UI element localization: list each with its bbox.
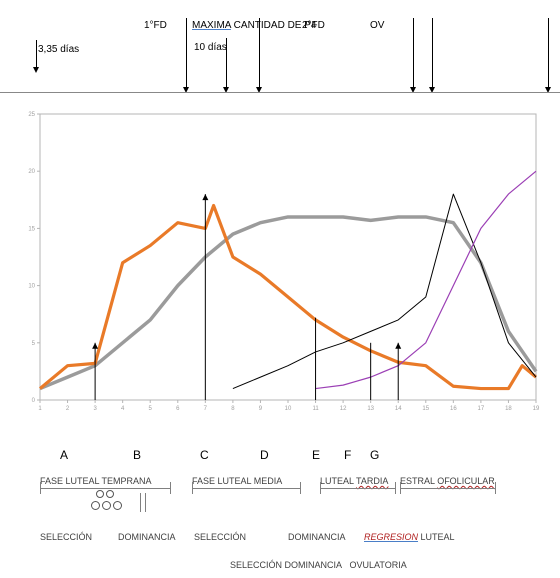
sel-dom-ovul: SELECCIÓN DOMINANCIA OVULATORIA xyxy=(230,560,407,570)
series-gray-thick xyxy=(40,217,536,389)
max-p4-label: MAXIMA CANTIDAD DE P4 xyxy=(192,20,316,31)
svg-text:19: 19 xyxy=(533,406,540,412)
svg-text:25: 25 xyxy=(28,112,35,118)
phase-underline xyxy=(40,488,170,489)
svg-text:18: 18 xyxy=(505,406,512,412)
timeline-header: 3,35 días 1°FD MAXIMA CANTIDAD DE P4 10 … xyxy=(0,0,560,88)
seleccion-1: SELECCIÓN xyxy=(40,532,92,542)
timeline-tick xyxy=(186,18,187,88)
phase-tick xyxy=(40,482,41,494)
svg-text:6: 6 xyxy=(176,406,180,412)
svg-text:2: 2 xyxy=(66,406,70,412)
divider-line xyxy=(0,92,560,93)
svg-text:10: 10 xyxy=(28,284,35,290)
svg-text:20: 20 xyxy=(28,169,35,175)
svg-text:7: 7 xyxy=(204,406,208,412)
svg-text:5: 5 xyxy=(32,341,36,347)
timeline-tick xyxy=(413,18,414,88)
phase-tick xyxy=(170,482,171,494)
chart-svg: 051015202512345678910111213141516171819 xyxy=(22,108,542,418)
series-black-thin xyxy=(233,194,536,388)
svg-text:1: 1 xyxy=(38,406,42,412)
circle-icon xyxy=(91,501,100,510)
arrowhead-icon xyxy=(33,67,39,73)
circle-icon xyxy=(96,490,104,498)
timeline-tick xyxy=(36,40,37,68)
timeline-tick xyxy=(226,38,227,88)
phase-tick xyxy=(400,482,401,494)
phase-letter-e: E xyxy=(312,448,320,462)
svg-text:17: 17 xyxy=(478,406,485,412)
regresion-word: REGRESION xyxy=(364,532,418,542)
phase-letter-d: D xyxy=(260,448,269,462)
svg-text:0: 0 xyxy=(32,398,36,404)
fd2-label: 2°FD xyxy=(302,20,325,31)
svg-text:15: 15 xyxy=(28,226,35,232)
days-left-label: 3,35 días xyxy=(38,44,79,55)
svg-text:10: 10 xyxy=(285,406,292,412)
circle-icon xyxy=(106,490,114,498)
phase-tick xyxy=(395,482,396,494)
svg-text:12: 12 xyxy=(340,406,347,412)
timeline-tick xyxy=(548,18,549,88)
svg-text:5: 5 xyxy=(149,406,153,412)
phase-letter-g: G xyxy=(370,448,379,462)
timeline-tick xyxy=(259,18,260,88)
svg-text:14: 14 xyxy=(395,406,402,412)
small-vbar xyxy=(140,493,141,512)
svg-text:8: 8 xyxy=(231,406,235,412)
days-mid-label: 10 días xyxy=(194,42,227,53)
phase-tick xyxy=(320,482,321,494)
phase-underline xyxy=(320,488,395,489)
svg-text:4: 4 xyxy=(121,406,125,412)
seleccion-2: SELECCIÓN xyxy=(194,532,246,542)
series-purple-thin xyxy=(316,171,536,388)
svg-text:3: 3 xyxy=(93,406,97,412)
svg-text:16: 16 xyxy=(450,406,457,412)
phase-tick xyxy=(300,482,301,494)
regresion-luteal: REGRESION LUTEAL xyxy=(364,532,455,542)
phase-label: FASE LUTEAL TEMPRANA xyxy=(40,476,152,486)
dominancia-2: DOMINANCIA xyxy=(288,532,346,542)
dominancia-1: DOMINANCIA xyxy=(118,532,176,542)
circle-icon xyxy=(102,501,111,510)
chart: 051015202512345678910111213141516171819 xyxy=(22,108,542,418)
timeline-tick xyxy=(432,18,433,88)
phase-tick xyxy=(495,482,496,494)
svg-text:13: 13 xyxy=(367,406,374,412)
phase-label: FASE LUTEAL MEDIA xyxy=(192,476,282,486)
svg-text:15: 15 xyxy=(422,406,429,412)
fd1-label: 1°FD xyxy=(144,20,167,31)
phase-letter-c: C xyxy=(200,448,209,462)
phase-underline xyxy=(192,488,300,489)
phase-tick xyxy=(192,482,193,494)
phase-label: ESTRAL OFOLICULAR xyxy=(400,476,495,486)
svg-text:11: 11 xyxy=(312,406,319,412)
phase-letter-a: A xyxy=(60,448,68,462)
phase-letter-f: F xyxy=(344,448,351,462)
circle-icon xyxy=(113,501,122,510)
svg-text:9: 9 xyxy=(259,406,263,412)
ov-label: OV xyxy=(370,20,384,31)
small-vbar xyxy=(145,493,146,512)
phase-label: LUTEAL TARDIA xyxy=(320,476,388,486)
phase-underline xyxy=(400,488,495,489)
max-p4-underlined: MAXIMA xyxy=(192,20,231,31)
phase-letter-b: B xyxy=(133,448,141,462)
